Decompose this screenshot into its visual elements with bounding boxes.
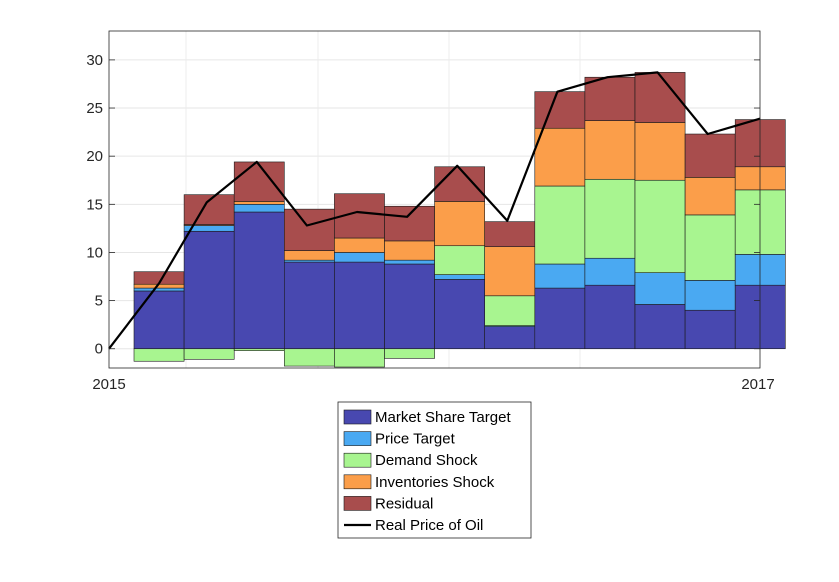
bar-segment-market-share-target-3 <box>233 211 285 350</box>
bar-segment-demand-shock-3 <box>233 348 285 351</box>
legend-label-demand-shock: Demand Shock <box>375 452 478 469</box>
bar-segment-market-share-target-1 <box>133 290 185 350</box>
bar-segment-inventories-shock-7 <box>434 201 486 247</box>
bar-segment-market-share-target-11 <box>634 304 686 350</box>
bar-segment-inventories-shock-9 <box>534 127 586 187</box>
bar-segment-residual-8 <box>484 221 536 247</box>
bar-segment-price-target-12 <box>684 280 736 311</box>
bar-segment-residual-12 <box>684 133 736 178</box>
bar-segment-demand-shock-10 <box>584 178 636 259</box>
legend-label-inventories-shock: Inventories Shock <box>375 474 495 491</box>
legend-swatch-price-target <box>343 431 372 446</box>
y-tick-label-3: 15 <box>86 196 103 213</box>
bar-segment-market-share-target-12 <box>684 309 736 350</box>
bar-segment-price-target-5 <box>334 252 385 263</box>
x-tick-label-1: 2017 <box>741 376 774 393</box>
bar-segment-demand-shock-2 <box>183 348 235 360</box>
bar-segment-inventories-shock-12 <box>684 177 736 216</box>
bar-segment-demand-shock-1 <box>133 348 185 362</box>
bar-segment-price-target-6 <box>384 259 435 265</box>
bar-segment-market-share-target-9 <box>534 287 586 350</box>
bar-segment-market-share-target-2 <box>183 230 235 350</box>
legend-swatch-market-share-target <box>343 409 372 425</box>
legend-swatch-demand-shock <box>343 452 372 468</box>
axes: 0 5 10 15 20 25 30 2015 2017 <box>86 30 775 393</box>
y-tick-label-0: 0 <box>95 341 103 358</box>
y-tick-label-5: 25 <box>86 100 103 117</box>
bar-segment-residual-6 <box>384 205 435 242</box>
price-line-layer <box>108 71 761 350</box>
bar-segment-inventories-shock-5 <box>334 237 385 253</box>
bar-segment-demand-shock-7 <box>434 245 486 275</box>
bar-segment-residual-10 <box>584 76 636 121</box>
bar-segment-demand-shock-8 <box>484 295 536 326</box>
y-tick-label-6: 30 <box>86 52 103 69</box>
legend-label-real-price-of-oil: Real Price of Oil <box>375 517 483 534</box>
y-tick-label-2: 10 <box>86 244 103 261</box>
bar-segment-demand-shock-9 <box>534 185 586 265</box>
bar-segment-price-target-3 <box>233 204 285 213</box>
bar-segment-price-target-11 <box>634 272 686 305</box>
bar-segment-residual-9 <box>534 91 586 129</box>
legend-swatch-residual <box>343 496 372 511</box>
bar-segment-market-share-target-7 <box>434 279 486 350</box>
bar-segment-price-target-7 <box>434 274 486 280</box>
bars <box>133 72 786 368</box>
legend-box <box>337 401 532 539</box>
bar-segment-demand-shock-5 <box>334 348 385 368</box>
legend-swatch-inventories-shock <box>343 474 372 490</box>
bar-segment-inventories-shock-6 <box>384 240 435 261</box>
bar-segment-market-share-target-4 <box>283 261 335 350</box>
bar-segment-residual-7 <box>434 166 486 202</box>
bar-segment-inventories-shock-4 <box>283 250 335 261</box>
legend: Market Share Target Price Target Demand Sh… <box>337 401 532 539</box>
bar-segment-market-share-target-5 <box>334 261 385 350</box>
axes-box <box>108 30 761 369</box>
bar-segment-demand-shock-11 <box>634 179 686 273</box>
x-tick-label-0: 2015 <box>92 376 125 393</box>
legend-label-residual: Residual <box>375 495 433 512</box>
legend-label-market-share-target: Market Share Target <box>375 409 511 426</box>
real-price-of-oil-line <box>108 71 761 350</box>
bar-segment-inventories-shock-11 <box>634 122 686 181</box>
bar-segment-inventories-shock-10 <box>584 120 636 180</box>
bar-segment-demand-shock-6 <box>384 348 435 359</box>
bar-segment-price-target-10 <box>584 257 636 286</box>
bar-segment-price-target-9 <box>534 263 586 289</box>
bar-segment-inventories-shock-3 <box>233 201 285 205</box>
bar-segment-price-target-1 <box>133 287 185 292</box>
y-tick-label-1: 5 <box>95 293 103 310</box>
bar-segment-inventories-shock-8 <box>484 246 536 297</box>
y-tick-label-4: 20 <box>86 148 103 165</box>
bar-segment-market-share-target-6 <box>384 263 435 350</box>
legend-label-price-target: Price Target <box>375 431 456 448</box>
bar-segment-market-share-target-8 <box>484 326 536 350</box>
bar-segment-demand-shock-12 <box>684 214 736 281</box>
bar-segment-residual-3 <box>233 161 285 202</box>
bar-segment-market-share-target-10 <box>584 284 636 350</box>
bar-segment-demand-shock-4 <box>283 348 335 367</box>
bar-segment-residual-4 <box>283 208 335 251</box>
